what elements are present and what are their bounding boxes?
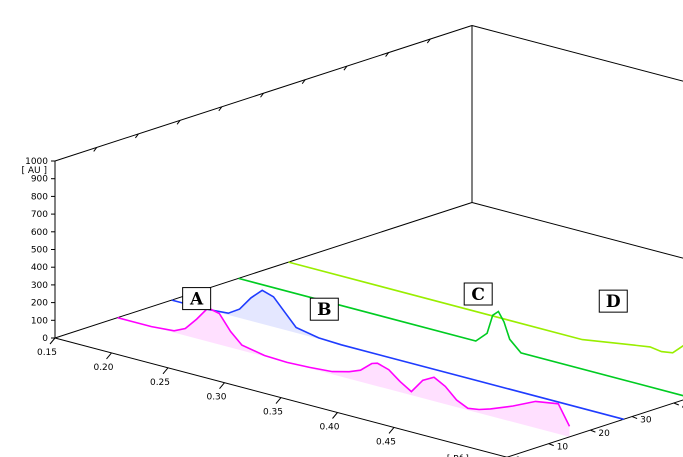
au-tick-label: 400: [31, 263, 48, 273]
rf-tick-label: 0.15: [37, 348, 57, 358]
top-edge-tick: [385, 52, 390, 57]
au-tick-label: 200: [31, 299, 48, 309]
top-edge-tick: [93, 147, 98, 152]
au-tick-label: 1000: [25, 157, 48, 167]
top-edge-tick: [134, 133, 139, 139]
annotation-box: [182, 287, 212, 311]
annotation-group: A B C D: [182, 282, 628, 321]
series-b-area: [171, 290, 624, 420]
mm-tick-mark: [673, 402, 679, 406]
axes-frame: [54, 25, 683, 457]
mm-axis-line: [506, 399, 683, 457]
rf-tick-label: 0.25: [150, 378, 170, 388]
au-tick-label: 100: [31, 316, 48, 326]
back-floor-right-edge: [471, 202, 683, 259]
annotation-c: C: [463, 282, 493, 306]
annotation-text: C: [471, 285, 485, 305]
rf-tick-mark: [388, 427, 395, 434]
series-group: [117, 261, 683, 437]
au-tick-label: 0: [42, 334, 48, 344]
annotation-b: B: [309, 297, 339, 321]
rf-tick-label: 0.45: [376, 437, 396, 447]
au-tick-label: 700: [31, 210, 48, 220]
top-edge-tick: [260, 92, 264, 98]
au-tick-label: 900: [31, 175, 48, 185]
annotation-text: B: [317, 300, 331, 320]
rf-axis-label: [ Rf ]: [447, 454, 469, 457]
annotation-box: [309, 297, 339, 321]
rf-tick-mark: [332, 412, 338, 419]
mm-tick-label: 40: [682, 402, 683, 412]
top-edge-tick: [301, 79, 306, 84]
au-tick-label: 600: [31, 228, 48, 238]
top-back-edge: [471, 25, 683, 82]
annotation-text: A: [189, 290, 204, 310]
axis-ticks: 0 100 200 300 400 500 600 700 800 900 1000[ AU ] 0.…: [22, 38, 683, 457]
top-edge-tick: [176, 120, 181, 125]
au-tick-label: 500: [31, 246, 48, 256]
rf-tick-mark: [162, 367, 169, 375]
au-tick-label: 300: [31, 281, 48, 291]
series-c-line: [238, 277, 683, 397]
annotation-d: D: [598, 289, 628, 313]
mm-tick-label: 20: [598, 429, 610, 439]
rf-tick-mark: [219, 382, 225, 390]
rf-tick-label: 0.30: [206, 393, 226, 403]
mm-tick-mark: [548, 443, 554, 447]
au-axis-label: [ AU ]: [22, 166, 48, 176]
mm-tick-mark: [631, 416, 638, 420]
rf-tick-mark: [49, 337, 56, 345]
rf-tick-mark: [106, 352, 112, 360]
rf-tick-label: 0.40: [319, 423, 339, 433]
series-b-line: [171, 289, 625, 421]
top-edge-tick: [218, 106, 223, 112]
mm-tick-label: 10: [557, 443, 569, 453]
rf-tick-label: 0.20: [93, 363, 113, 373]
annotation-a: A: [182, 287, 212, 311]
back-floor-left-edge: [54, 202, 473, 339]
annotation-box: [598, 289, 628, 313]
top-edge-tick: [426, 38, 431, 44]
rf-tick-mark: [275, 397, 282, 404]
mm-tick-label: 30: [640, 416, 652, 426]
top-edge-tick: [343, 65, 348, 71]
au-tick-label: 800: [31, 192, 48, 202]
annotation-text: D: [606, 292, 621, 312]
annotation-box: [463, 282, 493, 306]
rf-tick-label: 0.35: [263, 408, 283, 418]
series-d-line: [288, 261, 683, 354]
mm-tick-mark: [590, 429, 596, 433]
